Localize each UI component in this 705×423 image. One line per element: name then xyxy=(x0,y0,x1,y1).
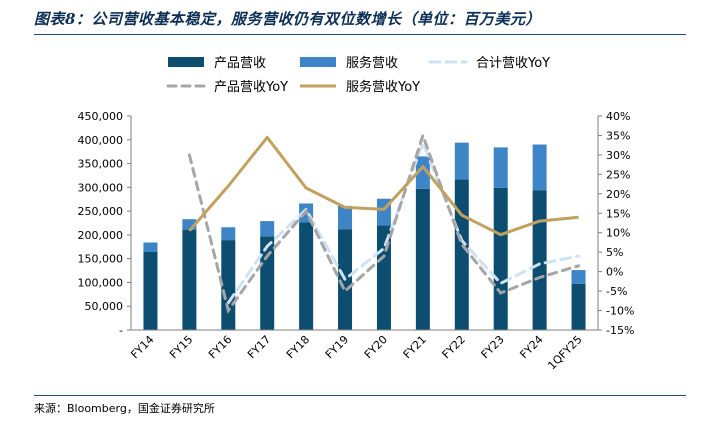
x-axis-tick-label: FY14 xyxy=(128,333,156,361)
left-axis-tick-label: 300,000 xyxy=(78,181,124,194)
bar-service xyxy=(182,219,197,230)
line-total-yoy xyxy=(226,139,580,305)
legend-product-label: 产品营收 xyxy=(214,56,266,71)
x-axis: FY14 FY15 FY16 FY17 FY18 FY19 FY20 FY21 FY22 FY23… xyxy=(128,329,598,372)
legend-product-swatch xyxy=(168,57,204,67)
left-axis-tick-label: 450,000 xyxy=(78,110,124,123)
right-axis-tick-label: 35% xyxy=(606,129,630,142)
legend-service-yoy-label: 服务营收YoY xyxy=(346,79,420,95)
right-axis-tick-label: 20% xyxy=(606,188,630,201)
right-axis-tick-label: 25% xyxy=(606,168,630,181)
x-axis-tick-label: FY16 xyxy=(206,333,234,361)
bar-service xyxy=(415,156,430,189)
bar-service xyxy=(571,270,586,284)
line-service-yoy xyxy=(188,135,579,237)
legend-service-label: 服务营收 xyxy=(346,55,398,71)
x-axis-tick-label: 1QFY25 xyxy=(545,333,584,372)
legend-product-yoy-label: 产品营收YoY xyxy=(214,80,288,95)
right-axis-tick-label: -10% xyxy=(606,305,634,318)
bar-service xyxy=(143,242,158,253)
bar-product xyxy=(571,283,586,330)
x-axis-tick-label: FY20 xyxy=(362,333,390,361)
bar-product xyxy=(454,179,469,330)
legend: 产品营收 服务营收 合计营收YoY 产品营收YoY 服务营收YoY xyxy=(166,55,550,95)
left-axis-tick-label: 250,000 xyxy=(78,205,124,218)
left-axis-tick-label: 50,000 xyxy=(85,300,124,313)
right-axis-tick-label: 10% xyxy=(606,227,630,240)
right-axis-tick-label: 0% xyxy=(606,266,623,279)
x-axis-tick-label: FY24 xyxy=(517,333,545,361)
x-axis-tick-label: FY21 xyxy=(401,333,429,361)
bar-service xyxy=(454,142,469,180)
source-rule xyxy=(34,395,686,396)
x-axis-tick-label: FY19 xyxy=(323,333,351,361)
right-axis-tick-label: 30% xyxy=(606,149,630,162)
right-axis-tick-label: -5% xyxy=(606,285,627,298)
figure-title: 图表8：公司营收基本稳定，服务营收仍有双位数增长（单位：百万美元） xyxy=(34,10,541,28)
bar-product xyxy=(182,229,197,330)
bar-product xyxy=(532,190,547,330)
bar-product xyxy=(376,225,391,330)
bar-service xyxy=(338,205,353,230)
bar-product xyxy=(415,188,430,330)
bar-product xyxy=(260,236,275,330)
bar-service xyxy=(493,147,508,188)
bar-product xyxy=(493,187,508,330)
right-axis-tick-label: 5% xyxy=(606,246,623,259)
right-axis-tick-label: 40% xyxy=(606,110,630,123)
right-axis-tick-label: 15% xyxy=(606,207,630,220)
x-axis-tick-label: FY22 xyxy=(440,333,468,361)
x-axis-tick-label: FY18 xyxy=(284,333,312,361)
bar-product xyxy=(299,222,314,330)
bar-service xyxy=(260,221,275,237)
left-axis-tick-label: - xyxy=(119,324,123,337)
right-axis-tick-label: -15% xyxy=(606,324,634,337)
x-axis-tick-label: FY15 xyxy=(167,333,195,361)
source-note: 来源：Bloomberg，国金证券研究所 xyxy=(34,402,215,415)
left-axis: - 50,000 100,000 150,000 200,000 250,000 300,0… xyxy=(78,110,132,337)
left-axis-tick-label: 400,000 xyxy=(78,134,124,147)
right-axis: -15% -10% -5% 0% 5% 10% 15% 20% 25% 30% 35% 40% xyxy=(597,110,634,337)
legend-service-swatch xyxy=(300,57,336,67)
bar-product xyxy=(143,252,158,330)
bars xyxy=(143,142,586,330)
legend-total-yoy-label: 合计营收YoY xyxy=(476,56,550,71)
line-product-yoy xyxy=(187,130,580,315)
bar-service xyxy=(532,144,547,191)
left-axis-tick-label: 150,000 xyxy=(78,253,124,266)
x-axis-tick-label: FY23 xyxy=(479,333,507,361)
title-rule xyxy=(34,34,686,35)
left-axis-tick-label: 350,000 xyxy=(78,158,124,171)
bar-product xyxy=(221,240,236,330)
lines xyxy=(187,130,580,315)
left-axis-tick-label: 200,000 xyxy=(78,229,124,242)
left-axis-tick-label: 100,000 xyxy=(78,276,124,289)
bar-service xyxy=(221,227,236,241)
x-axis-tick-label: FY17 xyxy=(245,333,273,361)
